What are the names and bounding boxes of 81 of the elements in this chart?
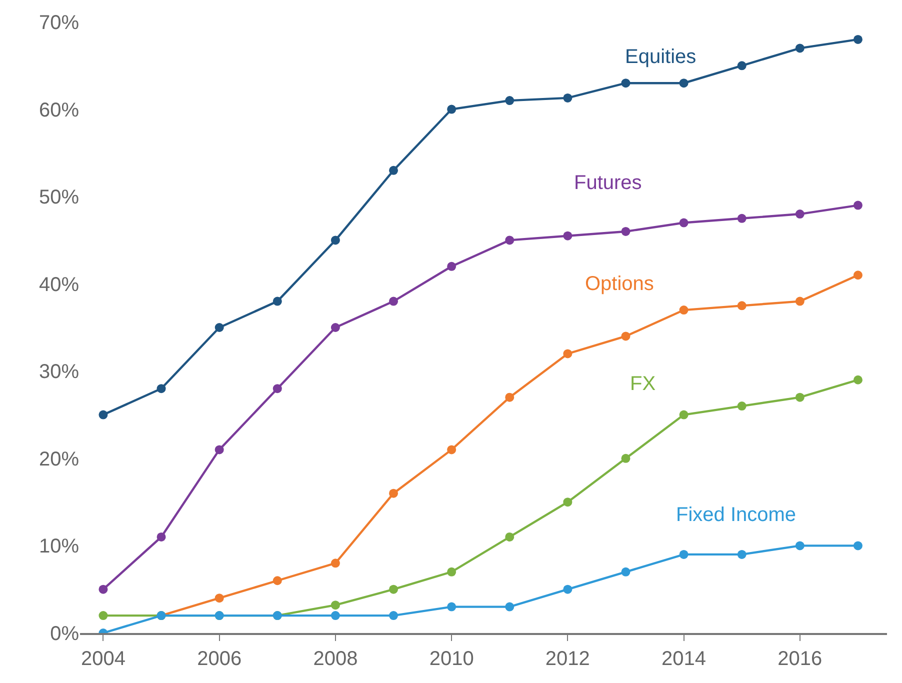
point <box>389 166 398 175</box>
series-label: FX <box>630 373 656 395</box>
point <box>563 231 572 240</box>
x-tick-label: 2004 <box>80 648 126 670</box>
point <box>795 210 804 219</box>
point <box>389 296 398 306</box>
point <box>272 576 282 586</box>
point <box>214 594 224 603</box>
series-label: Fixed Income <box>676 504 796 526</box>
point <box>621 332 630 341</box>
point <box>853 541 862 550</box>
point <box>156 532 166 542</box>
series-label: Futures <box>574 172 642 194</box>
point <box>853 34 862 44</box>
point <box>737 301 746 310</box>
x-tick-label: 2006 <box>197 648 242 670</box>
point <box>679 218 688 228</box>
point <box>737 550 746 559</box>
point <box>447 602 456 612</box>
point <box>330 236 340 245</box>
point <box>737 214 746 223</box>
x-tick-label: 2012 <box>545 648 590 670</box>
point <box>563 498 572 507</box>
point <box>156 384 166 394</box>
point <box>505 532 514 542</box>
point <box>447 445 456 454</box>
point <box>795 541 804 550</box>
point <box>389 584 398 594</box>
point <box>563 349 572 358</box>
series-label: Equities <box>625 46 696 68</box>
point <box>330 600 340 610</box>
point <box>563 584 572 594</box>
point <box>447 262 456 271</box>
x-tick-label: 2016 <box>778 648 822 670</box>
point <box>214 323 224 332</box>
point <box>389 488 398 498</box>
point <box>853 270 862 280</box>
point <box>621 567 630 576</box>
y-tick-label: 50% <box>38 186 80 209</box>
x-tick-label: 2008 <box>313 648 358 670</box>
x-tick-label: 2014 <box>662 648 706 670</box>
y-tick-label: 60% <box>38 99 80 122</box>
point <box>679 306 688 315</box>
point <box>272 384 282 394</box>
point <box>679 410 688 420</box>
y-tick-label: 20% <box>38 448 80 470</box>
y-tick-label: 40% <box>38 274 80 296</box>
point <box>330 558 340 568</box>
point <box>98 611 108 620</box>
x-tick-label: 2010 <box>429 648 474 670</box>
point <box>214 445 224 454</box>
point <box>98 410 108 420</box>
point <box>679 78 688 88</box>
y-tick-label: 70% <box>38 12 80 34</box>
point <box>389 611 398 620</box>
point <box>853 375 862 384</box>
point <box>447 567 456 576</box>
point <box>505 392 514 402</box>
point <box>447 104 456 114</box>
point <box>853 200 862 210</box>
point <box>795 392 804 402</box>
point <box>330 611 340 620</box>
point <box>505 236 514 245</box>
point <box>563 93 572 102</box>
point <box>272 296 282 306</box>
point <box>621 454 630 463</box>
point <box>621 226 630 236</box>
point <box>795 296 804 306</box>
point <box>679 550 688 559</box>
point <box>795 44 804 53</box>
y-tick-label: 30% <box>38 361 80 384</box>
point <box>737 61 746 70</box>
y-tick-label: 0% <box>50 623 80 645</box>
point <box>737 402 746 411</box>
point <box>505 96 514 106</box>
point <box>621 78 630 88</box>
point <box>98 584 108 594</box>
series-label: Options <box>585 273 654 295</box>
point <box>505 602 514 612</box>
y-tick-label: 10% <box>38 536 80 558</box>
point <box>330 323 340 332</box>
